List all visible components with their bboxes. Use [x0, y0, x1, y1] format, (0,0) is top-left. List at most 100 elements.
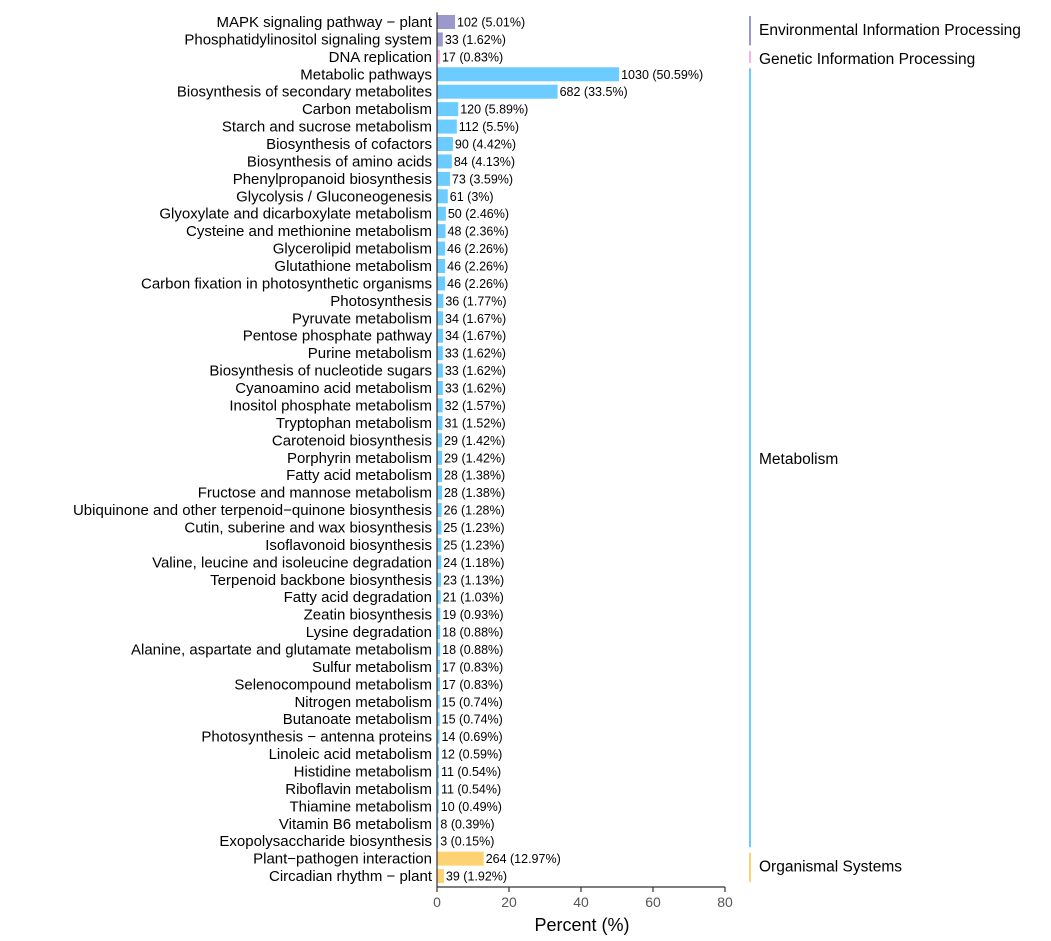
category-label-7: Biosynthesis of cofactors — [266, 136, 432, 153]
value-label-45: 10 (0.49%) — [441, 800, 502, 814]
category-label-33: Fatty acid degradation — [284, 589, 432, 606]
bar-43 — [437, 764, 439, 779]
category-label-9: Phenylpropanoid biosynthesis — [233, 171, 432, 188]
bar-37 — [437, 659, 440, 674]
category-label-1: Phosphatidylinositol signaling system — [184, 31, 432, 48]
x-tick-label-4: 80 — [717, 894, 733, 910]
value-label-23: 31 (1.52%) — [444, 416, 505, 430]
value-label-30: 25 (1.23%) — [443, 538, 504, 552]
value-label-33: 21 (1.03%) — [443, 591, 504, 605]
category-label-10: Glycolysis / Gluconeogenesis — [236, 188, 432, 205]
value-label-16: 36 (1.77%) — [445, 294, 506, 308]
value-label-4: 682 (33.5%) — [560, 85, 628, 99]
bar-34 — [437, 607, 441, 622]
value-label-28: 26 (1.28%) — [444, 504, 505, 518]
x-tick-label-3: 60 — [645, 894, 661, 910]
value-labels-layer: 102 (5.01%) 33 (1.62%) 17 (0.83%) 1030 (50.… — [440, 16, 703, 884]
category-label-31: Valine, leucine and isoleucine degradati… — [152, 554, 432, 571]
value-label-25: 29 (1.42%) — [444, 451, 505, 465]
category-label-19: Purine metabolism — [308, 345, 432, 362]
bar-26 — [437, 468, 442, 483]
bar-48 — [437, 851, 484, 866]
value-label-2: 17 (0.83%) — [442, 50, 503, 64]
category-label-49: Circadian rhythm − plant — [269, 868, 433, 885]
value-label-1: 33 (1.62%) — [445, 33, 506, 47]
value-label-32: 23 (1.13%) — [443, 573, 504, 587]
value-label-5: 120 (5.89%) — [460, 103, 528, 117]
bar-40 — [437, 712, 440, 727]
bar-23 — [437, 415, 443, 430]
category-label-38: Selenocompound metabolism — [234, 676, 432, 693]
bar-44 — [437, 781, 439, 796]
category-label-41: Photosynthesis − antenna proteins — [201, 729, 432, 746]
value-label-21: 33 (1.62%) — [445, 382, 506, 396]
bar-27 — [437, 485, 442, 500]
value-label-17: 34 (1.67%) — [445, 312, 506, 326]
bar-0 — [437, 15, 456, 29]
group-brackets-layer: Environmental Information Processing Gene… — [749, 16, 1021, 883]
value-label-49: 39 (1.92%) — [446, 870, 507, 884]
category-label-20: Biosynthesis of nucleotide sugars — [209, 363, 432, 380]
category-label-47: Exopolysaccharide biosynthesis — [219, 833, 432, 850]
value-label-15: 46 (2.26%) — [447, 277, 508, 291]
category-label-12: Cysteine and methionine metabolism — [186, 223, 432, 240]
category-label-45: Thiamine metabolism — [289, 798, 432, 815]
value-label-41: 14 (0.69%) — [441, 730, 502, 744]
bar-42 — [437, 747, 440, 762]
category-label-40: Butanoate metabolism — [283, 711, 432, 728]
category-label-16: Photosynthesis — [330, 293, 432, 310]
category-label-29: Cutin, suberine and wax biosynthesis — [184, 519, 432, 536]
value-label-38: 17 (0.83%) — [442, 678, 503, 692]
bar-6 — [437, 119, 457, 134]
category-label-39: Nitrogen metabolism — [294, 694, 432, 711]
category-label-37: Sulfur metabolism — [312, 659, 432, 676]
value-label-10: 61 (3%) — [450, 190, 494, 204]
category-label-11: Glyoxylate and dicarboxylate metabolism — [159, 206, 432, 223]
bar-16 — [437, 293, 444, 308]
group-label-2: Metabolism — [759, 451, 838, 468]
bar-36 — [437, 642, 441, 657]
value-label-14: 46 (2.26%) — [447, 260, 508, 274]
category-labels-layer: MAPK signaling pathway − plantPhosphatid… — [73, 14, 433, 885]
bar-2 — [437, 49, 440, 64]
bars-layer — [437, 15, 620, 884]
value-label-18: 34 (1.67%) — [445, 329, 506, 343]
group-label-1: Genetic Information Processing — [759, 51, 975, 68]
bar-38 — [437, 677, 440, 692]
bar-30 — [437, 537, 442, 552]
value-label-0: 102 (5.01%) — [457, 16, 525, 30]
category-label-43: Histidine metabolism — [294, 763, 432, 780]
category-label-13: Glycerolipid metabolism — [273, 241, 432, 258]
category-label-15: Carbon fixation in photosynthetic organi… — [141, 275, 432, 292]
bar-32 — [437, 572, 442, 587]
bar-31 — [437, 555, 442, 570]
value-label-11: 50 (2.46%) — [448, 207, 509, 221]
category-label-21: Cyanoamino acid metabolism — [235, 380, 432, 397]
category-label-3: Metabolic pathways — [300, 66, 432, 83]
bar-9 — [437, 171, 450, 186]
value-label-34: 19 (0.93%) — [442, 608, 503, 622]
category-label-48: Plant−pathogen interaction — [253, 851, 432, 868]
category-label-36: Alanine, aspartate and glutamate metabol… — [131, 641, 432, 658]
category-label-26: Fatty acid metabolism — [286, 467, 432, 484]
category-label-27: Fructose and mannose metabolism — [198, 485, 432, 502]
value-label-36: 18 (0.88%) — [442, 643, 503, 657]
bar-3 — [437, 67, 620, 82]
bar-22 — [437, 398, 443, 413]
bar-46 — [437, 816, 439, 831]
value-label-13: 46 (2.26%) — [447, 242, 508, 256]
bar-28 — [437, 503, 442, 518]
category-label-30: Isoflavonoid biosynthesis — [265, 537, 432, 554]
value-label-19: 33 (1.62%) — [445, 347, 506, 361]
value-label-9: 73 (3.59%) — [452, 172, 513, 186]
value-label-40: 15 (0.74%) — [442, 713, 503, 727]
value-label-43: 11 (0.54%) — [441, 765, 501, 779]
category-label-25: Porphyrin metabolism — [287, 450, 432, 467]
value-label-22: 32 (1.57%) — [445, 399, 506, 413]
bar-11 — [437, 206, 446, 221]
value-label-27: 28 (1.38%) — [444, 486, 505, 500]
bar-45 — [437, 799, 439, 814]
x-axis: 0 20 40 60 80 — [433, 12, 733, 910]
bar-12 — [437, 224, 446, 239]
bar-8 — [437, 154, 452, 169]
